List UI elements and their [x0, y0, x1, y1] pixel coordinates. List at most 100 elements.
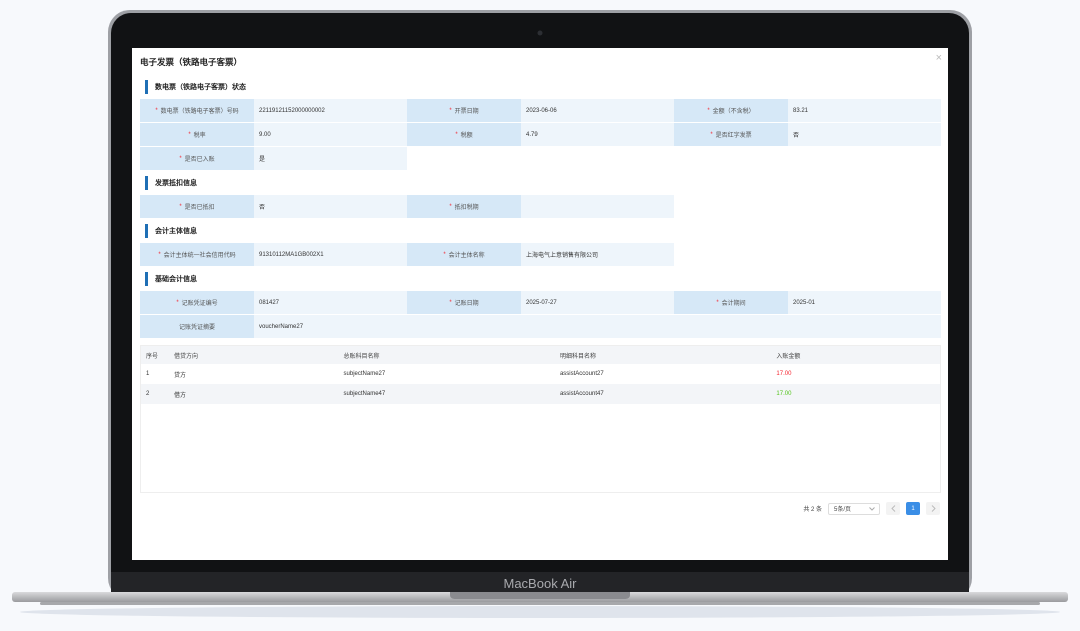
field-label: * 是否红字发票 — [674, 123, 788, 147]
chevron-left — [890, 505, 895, 512]
field-value: 081427 — [254, 291, 407, 315]
field-label: 记账凭证摘要 — [140, 315, 254, 339]
form-row: * 数电票（铁路电子客票）号码 22119121152000000002 * 开票日期 2… — [140, 99, 941, 123]
field-label: * 会计主体名称 — [407, 243, 521, 267]
prev-page[interactable] — [886, 502, 900, 515]
label-text: 是否已抵扣 — [184, 205, 215, 211]
column-header: 入账金额 — [776, 353, 801, 360]
required-mark: * — [179, 203, 182, 210]
field-value: 91310112MA1GB002X1 — [254, 243, 407, 267]
required-mark: * — [443, 251, 446, 258]
chevron-right — [931, 505, 936, 512]
field-label: * 数电票（铁路电子客票）号码 — [140, 99, 254, 123]
column-header: 借贷方向 — [173, 353, 198, 360]
required-mark: * — [710, 131, 713, 138]
chevron-down — [869, 506, 875, 511]
form-row: * 税率 9.00 * 税额 4.79 * 是否红字发票否 — [140, 123, 941, 147]
field-value: 2025-01 — [788, 291, 941, 315]
field-label: * 是否已入账 — [140, 147, 254, 171]
label-text: 是否红字发票 — [715, 133, 752, 139]
table-cell: subjectName27 — [343, 371, 386, 377]
field-label: * 是否已抵扣 — [140, 195, 254, 219]
label-text: 是否已入账 — [184, 157, 215, 163]
detail-table: 序号 借贷方向 总账科目名称 明细科目名称 入账金额 1 贷方 subjectName27 as… — [140, 345, 941, 493]
required-mark: * — [158, 251, 161, 258]
label-text: 会计主体名称 — [448, 253, 485, 259]
column-header: 序号 — [146, 353, 159, 360]
field-value: 否 — [254, 195, 407, 219]
form-row: 记账凭证摘要 voucherName27 — [140, 315, 941, 339]
field-label: * 金额（不含税） — [674, 99, 788, 123]
label-text: 税额 — [460, 133, 473, 139]
field-value: 9.00 — [254, 123, 407, 147]
field-value: 是 — [254, 147, 407, 171]
pagination: 共 2 条 5条/页 1 — [803, 502, 940, 515]
column-header: 总账科目名称 — [343, 353, 380, 360]
required-mark: * — [188, 131, 191, 138]
label-text: 记账日期 — [454, 301, 479, 307]
section-title: 基础会计信息 — [140, 267, 941, 291]
field-value: 4.79 — [521, 123, 674, 147]
form-row: * 记账凭证编号 081427 * 记账日期 2025-07-27 * 会计期间 2025-01 — [140, 291, 941, 315]
next-page[interactable] — [926, 502, 940, 515]
required-mark: * — [455, 131, 458, 138]
table-cell: 2 — [146, 391, 150, 397]
required-mark: * — [179, 155, 182, 162]
field-value: 2025-07-27 — [521, 291, 674, 315]
table-cell: subjectName47 — [343, 391, 386, 397]
label-text: 记账凭证摘要 — [178, 325, 215, 331]
field-label: * 会计期间 — [674, 291, 788, 315]
form-content: 数电票（铁路电子客票）状态 * 数电票（铁路电子客票）号码 2211912115200… — [140, 75, 941, 493]
field-value: 83.21 — [788, 99, 941, 123]
form-row: * 是否已入账是 — [140, 147, 941, 171]
required-mark: * — [449, 203, 452, 210]
device-label: MacBook Air — [503, 576, 577, 591]
field-value — [521, 195, 674, 219]
required-mark: * — [707, 107, 710, 114]
table-row: 2 借方 subjectName47 assistAccount47 17.00 — [141, 384, 940, 404]
table-row: 1 贷方 subjectName27 assistAccount27 17.00 — [141, 364, 940, 384]
dialog-title: 电子发票（铁路电子客票） — [140, 57, 243, 67]
column-header: 明细科目名称 — [559, 353, 596, 360]
required-mark: * — [176, 299, 179, 306]
form-row: * 会计主体统一社会信用代码 91310112MA1GB002X1 * 会计主体名称 上海… — [140, 243, 941, 267]
label-text: 数电票（铁路电子客票）号码 — [160, 109, 239, 115]
field-label: * 开票日期 — [407, 99, 521, 123]
form-section: 基础会计信息 * 记账凭证编号 081427 * 记账日期 2025-07-27 * 会计期间 2… — [140, 267, 941, 339]
required-mark: * — [155, 107, 158, 114]
required-mark: * — [716, 299, 719, 306]
form-section: 会计主体信息 * 会计主体统一社会信用代码 91310112MA1GB002X1 * 会计… — [140, 219, 941, 267]
field-value: 2023-06-06 — [521, 99, 674, 123]
label-text: 会计主体统一社会信用代码 — [163, 253, 236, 259]
form-row: * 是否已抵扣否 * 抵扣税期 — [140, 195, 941, 219]
page-size-select[interactable]: 5条/页 — [828, 502, 880, 515]
table-cell: assistAccount27 — [559, 371, 604, 377]
field-label: * 记账日期 — [407, 291, 521, 315]
field-value: voucherName27 — [254, 315, 941, 339]
dialog: 电子发票（铁路电子客票） × 数电票（铁路电子客票）状态 * 数电票（铁路电子客票）… — [132, 48, 948, 560]
page-size: 5条/页 — [834, 507, 852, 513]
field-label: * 会计主体统一社会信用代码 — [140, 243, 254, 267]
label-text: 记账凭证编号 — [181, 301, 218, 307]
table-cell: assistAccount47 — [559, 391, 604, 397]
form-section: 数电票（铁路电子客票）状态 * 数电票（铁路电子客票）号码 2211912115200… — [140, 75, 941, 171]
section-title: 数电票（铁路电子客票）状态 — [140, 75, 941, 99]
field-value: 22119121152000000002 — [254, 99, 407, 123]
label-text: 开票日期 — [454, 109, 479, 115]
field-label: * 税率 — [140, 123, 254, 147]
field-value: 上海电气上意销售有限公司 — [521, 243, 674, 267]
form-section: 发票抵扣信息 * 是否已抵扣否 * 抵扣税期 — [140, 171, 941, 219]
table-cell: 借方 — [173, 392, 186, 399]
current-page[interactable]: 1 — [906, 502, 920, 515]
label-text: 抵扣税期 — [454, 205, 479, 211]
field-label: * 税额 — [407, 123, 521, 147]
label-text: 金额（不含税） — [712, 109, 755, 115]
label-text: 会计期间 — [721, 301, 746, 307]
total-count: 共 2 条 — [803, 507, 822, 513]
table-cell: 17.00 — [776, 391, 792, 397]
table-cell: 贷方 — [173, 372, 186, 379]
close-button[interactable]: × — [935, 52, 942, 64]
required-mark: * — [449, 107, 452, 114]
required-mark: * — [449, 299, 452, 306]
